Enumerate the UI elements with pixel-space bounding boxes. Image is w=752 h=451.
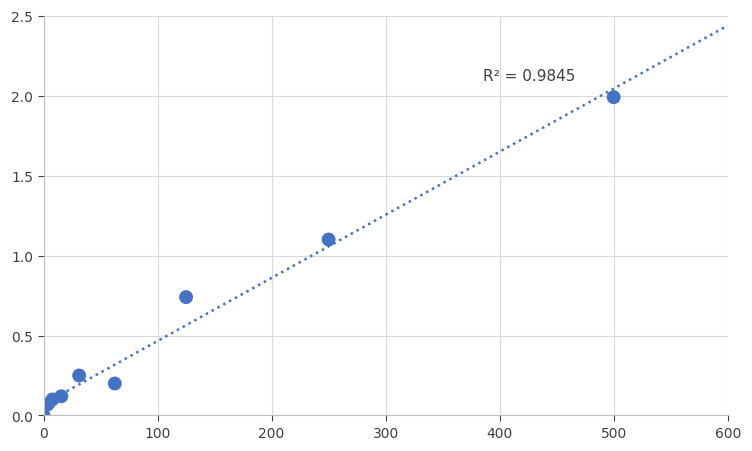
Point	[180, 294, 192, 301]
Point	[38, 412, 50, 419]
Point	[56, 393, 68, 400]
Point	[42, 401, 54, 408]
Point	[73, 372, 85, 379]
Point	[323, 236, 335, 244]
Text: R² = 0.9845: R² = 0.9845	[483, 69, 575, 83]
Point	[109, 380, 121, 387]
Point	[608, 94, 620, 101]
Point	[47, 396, 59, 403]
